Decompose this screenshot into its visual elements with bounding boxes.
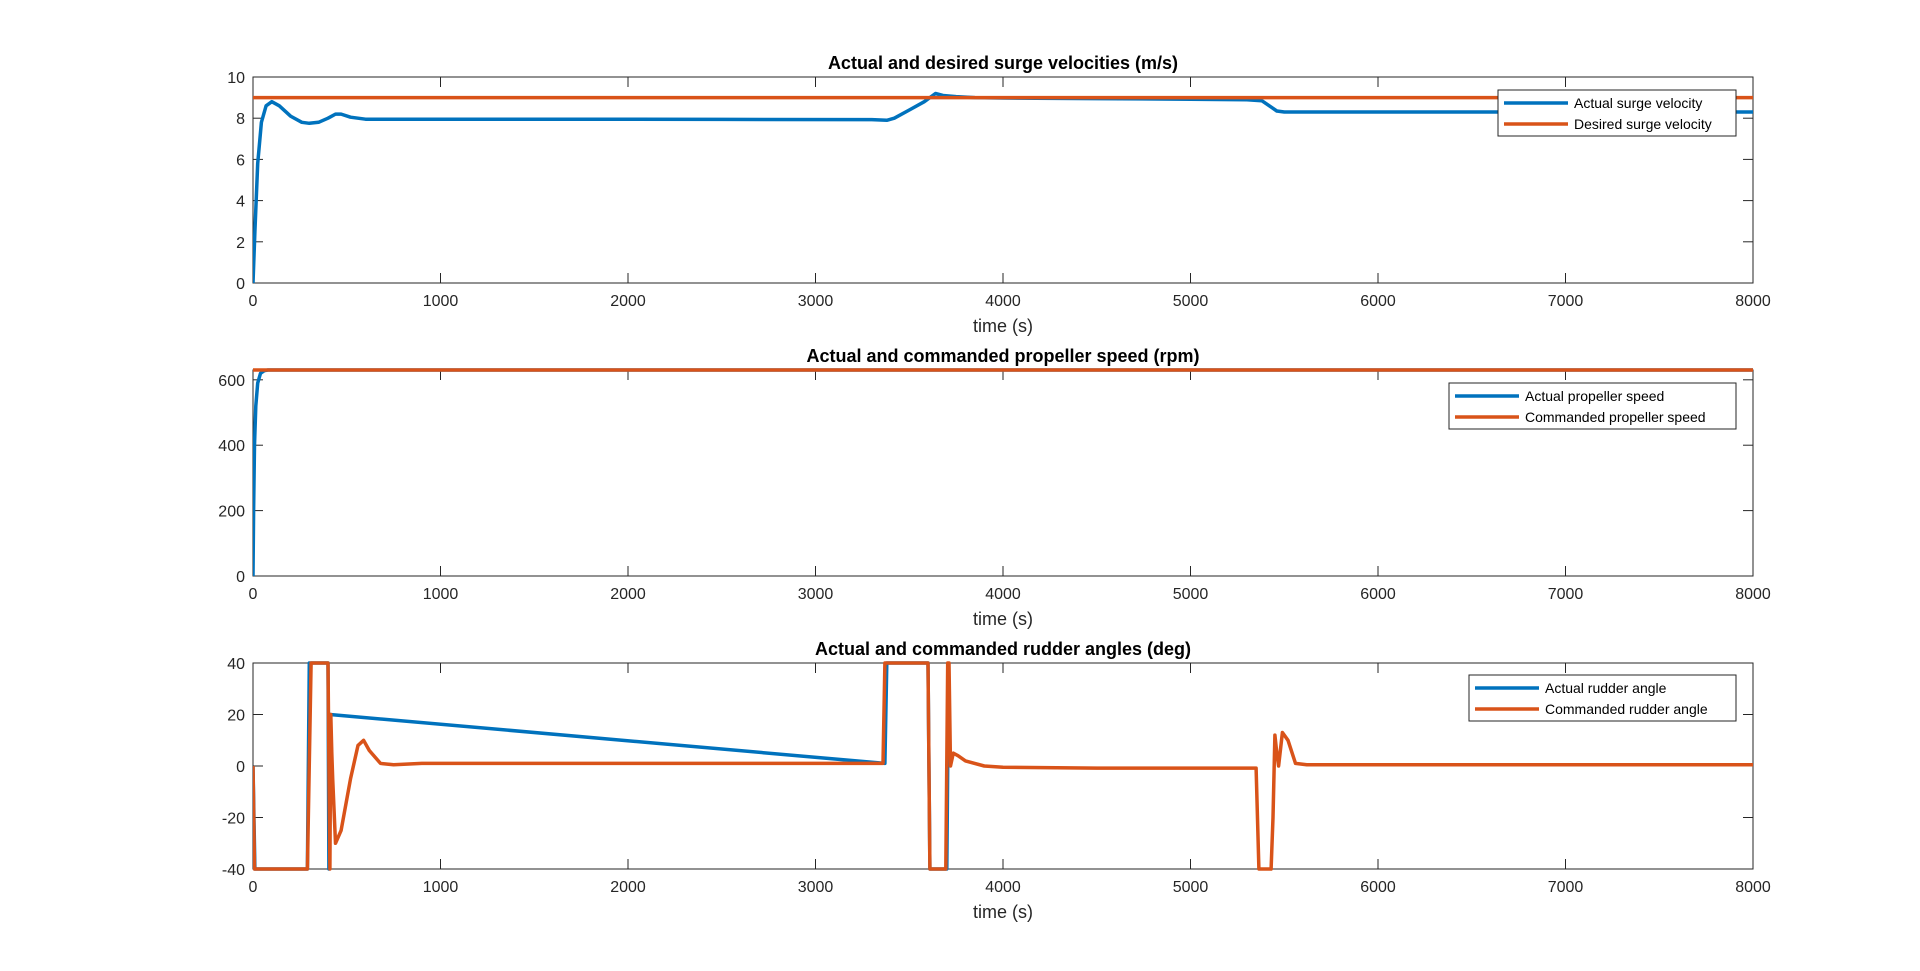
x-tick-label: 6000 bbox=[1360, 879, 1396, 896]
x-tick-label: 4000 bbox=[985, 879, 1021, 896]
x-tick-label: 5000 bbox=[1173, 879, 1209, 896]
x-axis-label: time (s) bbox=[973, 609, 1033, 629]
y-tick-label: 4 bbox=[236, 194, 245, 211]
x-tick-label: 5000 bbox=[1173, 293, 1209, 310]
legend: Actual rudder angle Commanded rudder angl… bbox=[1468, 674, 1737, 722]
x-tick-label: 0 bbox=[249, 586, 258, 603]
legend-box bbox=[1468, 674, 1737, 722]
x-tick-label: 8000 bbox=[1735, 879, 1771, 896]
x-tick-label: 4000 bbox=[985, 586, 1021, 603]
subplot-3: 0 1000 2000 3000 4000 5000 6000 7000 8000 -40 -20 0… bbox=[222, 639, 1771, 922]
legend-box bbox=[1497, 89, 1737, 137]
x-tick-label: 7000 bbox=[1548, 293, 1584, 310]
x-tick-label: 0 bbox=[249, 293, 258, 310]
x-tick-label: 2000 bbox=[610, 293, 646, 310]
y-tick-label: 20 bbox=[227, 708, 245, 725]
x-tick-label: 8000 bbox=[1735, 293, 1771, 310]
legend-entry-label: Commanded propeller speed bbox=[1525, 409, 1706, 425]
x-tick-label: 6000 bbox=[1360, 293, 1396, 310]
y-tick-label: 2 bbox=[236, 235, 245, 252]
y-tick-label: 400 bbox=[218, 438, 245, 455]
x-tick-label: 3000 bbox=[798, 879, 834, 896]
x-axis-label: time (s) bbox=[973, 902, 1033, 922]
y-tick-label: 0 bbox=[236, 276, 245, 293]
y-tick-label: -20 bbox=[222, 811, 245, 828]
subplot-2: 0 1000 2000 3000 4000 5000 6000 7000 8000 0 200 400… bbox=[218, 346, 1771, 629]
legend-entry-label: Actual propeller speed bbox=[1525, 388, 1664, 404]
x-tick-label: 4000 bbox=[985, 293, 1021, 310]
legend-entry-label: Actual rudder angle bbox=[1545, 680, 1667, 696]
legend: Actual surge velocity Desired surge veloc… bbox=[1497, 89, 1737, 137]
x-tick-label: 7000 bbox=[1548, 879, 1584, 896]
y-tick-label: -40 bbox=[222, 862, 245, 879]
x-tick-label: 3000 bbox=[798, 586, 834, 603]
x-tick-label: 1000 bbox=[423, 879, 459, 896]
y-tick-label: 600 bbox=[218, 373, 245, 390]
y-tick-label: 10 bbox=[227, 70, 245, 87]
x-tick-label: 2000 bbox=[610, 586, 646, 603]
legend: Actual propeller speed Commanded propelle… bbox=[1448, 382, 1737, 430]
x-tick-label: 5000 bbox=[1173, 586, 1209, 603]
series-line-commanded bbox=[253, 661, 1753, 871]
y-tick-label: 200 bbox=[218, 504, 245, 521]
series-line-actual bbox=[253, 91, 1753, 284]
y-tick-label: 8 bbox=[236, 111, 245, 128]
legend-entry-label: Commanded rudder angle bbox=[1545, 701, 1708, 717]
legend-box bbox=[1448, 382, 1737, 430]
legend-entry-label: Desired surge velocity bbox=[1574, 116, 1712, 132]
legend-entry-label: Actual surge velocity bbox=[1574, 95, 1702, 111]
y-tick-label: 6 bbox=[236, 152, 245, 169]
chart-title: Actual and desired surge velocities (m/s… bbox=[828, 53, 1178, 73]
y-tick-label: 0 bbox=[236, 569, 245, 586]
chart-title: Actual and commanded rudder angles (deg) bbox=[815, 639, 1191, 659]
x-tick-label: 0 bbox=[249, 879, 258, 896]
x-axis-label: time (s) bbox=[973, 316, 1033, 336]
y-tick-label: 0 bbox=[236, 759, 245, 776]
chart-title: Actual and commanded propeller speed (rp… bbox=[806, 346, 1199, 366]
x-tick-label: 8000 bbox=[1735, 586, 1771, 603]
x-tick-label: 2000 bbox=[610, 879, 646, 896]
y-tick-label: 40 bbox=[227, 656, 245, 673]
x-tick-label: 1000 bbox=[423, 586, 459, 603]
x-tick-label: 3000 bbox=[798, 293, 834, 310]
subplot-1: 0 1000 2000 3000 4000 5000 6000 7000 8000 0 2 4 6 8 10… bbox=[227, 53, 1771, 336]
x-tick-label: 1000 bbox=[423, 293, 459, 310]
x-tick-label: 7000 bbox=[1548, 586, 1584, 603]
x-tick-label: 6000 bbox=[1360, 586, 1396, 603]
